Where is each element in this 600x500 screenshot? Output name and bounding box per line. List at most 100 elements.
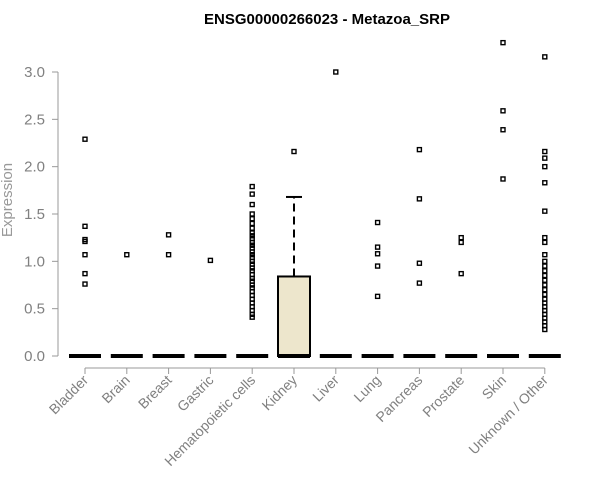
x-tick-label: Liver [309, 372, 342, 405]
box-rect [277, 275, 311, 358]
outlier-point [165, 252, 172, 258]
outlier-point [82, 136, 88, 142]
y-tick-label: 0.0 [24, 348, 45, 365]
y-axis-label: Expression [0, 163, 16, 237]
box-brain [110, 252, 143, 358]
outlier-point [82, 281, 88, 287]
outlier-point [249, 275, 255, 282]
box-unknown-other [528, 54, 561, 358]
outlier-point [249, 216, 255, 222]
outlier-point [249, 191, 255, 197]
outlier-point [249, 225, 255, 231]
outlier-point [374, 219, 381, 226]
outlier-point [82, 223, 88, 230]
outlier-point [374, 251, 381, 257]
outlier-point [542, 234, 548, 241]
outlier-point [542, 268, 548, 274]
outlier-point [542, 277, 548, 283]
outlier-point [542, 287, 548, 293]
outlier-point [249, 201, 255, 208]
outlier-point [500, 127, 506, 133]
outlier-point [249, 311, 255, 318]
outlier-point [542, 263, 548, 269]
box-skin [487, 39, 519, 358]
outlier-point [416, 280, 423, 286]
outlier-point [542, 252, 548, 258]
outlier-point [500, 108, 506, 114]
outlier-point [542, 291, 548, 298]
outlier-point [249, 314, 255, 320]
outlier-point [500, 39, 506, 46]
outlier-point [249, 249, 255, 255]
outlier-point [542, 272, 548, 279]
outlier-point [207, 257, 214, 264]
outlier-point [249, 258, 255, 265]
y-tick-label: 2.0 [24, 159, 45, 176]
outlier-point [542, 163, 548, 170]
y-axis: 0.0 0.5 1.0 1.5 2.0 2.5 3.0 [24, 64, 59, 365]
box-pancreas [403, 146, 436, 358]
outlier-point [374, 293, 381, 300]
outlier-point [542, 180, 548, 186]
outlier-point [542, 326, 548, 333]
x-tick-label: Kidney [259, 372, 301, 414]
outlier-point [249, 239, 255, 246]
x-tick-label: Lung [350, 372, 383, 405]
box-liver [319, 69, 352, 358]
outlier-point [82, 252, 88, 258]
outlier-point [416, 146, 423, 153]
outlier-point [416, 260, 423, 266]
outlier-point [458, 270, 464, 277]
x-tick-label: Breast [135, 372, 175, 412]
chart-title: ENSG00000266023 - Metazoa_SRP [204, 11, 450, 28]
box-gastric [194, 257, 227, 358]
outlier-point [542, 208, 548, 214]
y-tick-label: 2.5 [24, 111, 45, 128]
outlier-point [458, 239, 464, 246]
box-hematopoietic-cells [236, 183, 269, 358]
outlier-point [542, 239, 548, 246]
outlier-point [249, 220, 255, 227]
boxes-group [69, 39, 561, 358]
outlier-point [542, 148, 548, 155]
outlier-point [542, 155, 548, 161]
box-lung [361, 219, 394, 358]
outlier-point [249, 211, 255, 217]
y-tick-label: 0.5 [24, 301, 45, 318]
box-bladder [69, 136, 101, 358]
y-tick-label: 1.5 [24, 206, 45, 223]
outlier-point [333, 69, 339, 75]
x-tick-label: Skin [479, 372, 510, 403]
outlier-point [249, 183, 255, 190]
x-tick-label: Prostate [419, 372, 467, 420]
outlier-point [249, 265, 255, 271]
outlier-point [249, 242, 255, 248]
outlier-point [416, 196, 423, 202]
outlier-point [249, 252, 255, 258]
outlier-point [500, 176, 506, 182]
outlier-point [374, 244, 381, 250]
box-breast [152, 232, 185, 358]
y-tick-label: 1.0 [24, 253, 45, 270]
outlier-point [165, 232, 172, 238]
box-kidney [277, 148, 311, 358]
y-tick-label: 3.0 [24, 64, 45, 81]
outlier-point [291, 148, 297, 155]
outlier-point [82, 270, 88, 277]
outlier-point [542, 282, 548, 288]
outlier-point [124, 252, 130, 258]
box-prostate [445, 234, 478, 358]
outlier-point [374, 263, 381, 269]
x-tick-label: Brain [98, 372, 132, 406]
outlier-point [542, 54, 548, 60]
outlier-point [542, 258, 548, 265]
x-tick-label: Bladder [46, 372, 92, 418]
outlier-point [249, 282, 255, 288]
outlier-point [249, 233, 255, 239]
outlier-point [249, 230, 255, 236]
x-tick-label: Unknown / Other [465, 372, 551, 458]
outlier-point [458, 234, 464, 241]
outlier-point [82, 238, 88, 245]
